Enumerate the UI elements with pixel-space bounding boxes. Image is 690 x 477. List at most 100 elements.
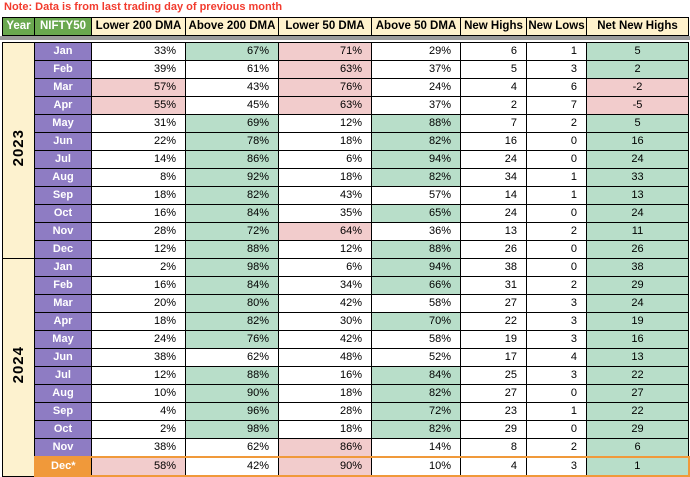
month-row-2024-apr: Apr 18% 82% 30% 70% 22 3 19 [3, 312, 689, 331]
month-cell-2023-dec: Dec [34, 240, 92, 259]
cell-2024-aug-above-200-dma: 90% [185, 384, 279, 403]
cell-2024-mar-new-lows: 3 [526, 294, 587, 313]
year-label: 2024 [9, 345, 27, 383]
cell-2023-may-above-200-dma: 69% [185, 114, 279, 133]
cell-2024-may-new-lows: 3 [526, 330, 587, 349]
cell-2024-dec-new-lows: 3 [526, 456, 587, 477]
cell-2024-feb-above-50-dma: 66% [371, 276, 461, 295]
cell-2024-jun-net-new-highs: 13 [586, 348, 689, 367]
cell-2023-sep-above-50-dma: 57% [371, 186, 461, 205]
cell-2024-jan-above-200-dma: 98% [185, 258, 279, 277]
cell-2024-mar-lower-200-dma: 20% [91, 294, 186, 313]
month-row-2024-dec: Dec* 58% 42% 90% 10% 4 3 1 [3, 456, 690, 477]
cell-2023-apr-above-50-dma: 37% [371, 96, 461, 115]
month-row-2023-jun: Jun 22% 78% 18% 82% 16 0 16 [3, 132, 689, 151]
cell-2023-jul-above-50-dma: 94% [371, 150, 461, 169]
month-cell-2023-may: May [34, 114, 92, 133]
cell-2023-jan-new-highs: 6 [460, 42, 527, 61]
cell-2024-dec-new-highs: 4 [460, 456, 527, 477]
month-cell-2024-jan: Jan [34, 258, 92, 277]
cell-2024-sep-above-200-dma: 96% [185, 402, 279, 421]
cell-2023-feb-net-new-highs: 2 [586, 60, 689, 79]
month-row-2023-oct: Oct 16% 84% 35% 65% 24 0 24 [3, 204, 689, 223]
cell-2023-jul-above-200-dma: 86% [185, 150, 279, 169]
cell-2023-mar-above-50-dma: 24% [371, 78, 461, 97]
cell-2023-jun-lower-200-dma: 22% [91, 132, 186, 151]
cell-2023-jan-new-lows: 1 [526, 42, 587, 61]
cell-2024-jun-above-200-dma: 62% [185, 348, 279, 367]
cell-2023-feb-above-200-dma: 61% [185, 60, 279, 79]
cell-2024-oct-lower-200-dma: 2% [91, 420, 186, 439]
market-breadth-table: 2023 Jan 33% 67% 71% 29% 6 1 5 Feb 39% 61% 63% 37% 5 3 2… [2, 42, 690, 477]
cell-2024-may-lower-200-dma: 24% [91, 330, 186, 349]
cell-2023-sep-lower-200-dma: 18% [91, 186, 186, 205]
header-table: Year NIFTY50 Lower 200 DMA Above 200 DMA Low… [2, 17, 689, 36]
cell-2023-sep-new-highs: 14 [460, 186, 527, 205]
cell-2023-jul-lower-200-dma: 14% [91, 150, 186, 169]
cell-2023-mar-above-200-dma: 43% [185, 78, 279, 97]
cell-2024-apr-above-200-dma: 82% [185, 312, 279, 331]
month-cell-2023-sep: Sep [34, 186, 92, 205]
cell-2023-oct-above-200-dma: 84% [185, 204, 279, 223]
column-header-above-50-dma: Above 50 DMA [371, 17, 461, 36]
cell-2024-dec-above-50-dma: 10% [371, 456, 461, 477]
cell-2023-apr-above-200-dma: 45% [185, 96, 279, 115]
cell-2024-aug-lower-50-dma: 18% [278, 384, 372, 403]
month-cell-2024-nov: Nov [34, 438, 92, 458]
cell-2024-dec-lower-200-dma: 58% [91, 456, 186, 477]
month-row-2024-nov: Nov 38% 62% 86% 14% 8 2 6 [3, 438, 689, 458]
cell-2023-may-new-lows: 2 [526, 114, 587, 133]
cell-2024-nov-new-lows: 2 [526, 438, 587, 458]
cell-2024-oct-new-highs: 29 [460, 420, 527, 439]
month-row-2024-sep: Sep 4% 96% 28% 72% 23 1 22 [3, 402, 689, 421]
month-cell-2024-dec: Dec* [33, 456, 92, 477]
frozen-row-divider [0, 36, 690, 40]
cell-2023-jan-net-new-highs: 5 [586, 42, 689, 61]
cell-2023-jul-new-lows: 0 [526, 150, 587, 169]
cell-2024-jan-new-highs: 38 [460, 258, 527, 277]
cell-2024-nov-new-highs: 8 [460, 438, 527, 458]
cell-2024-jul-lower-200-dma: 12% [91, 366, 186, 385]
cell-2023-aug-above-200-dma: 92% [185, 168, 279, 187]
cell-2024-dec-net-new-highs: 1 [586, 456, 690, 477]
cell-2023-mar-lower-50-dma: 76% [278, 78, 372, 97]
column-header-row: Year NIFTY50 Lower 200 DMA Above 200 DMA Low… [2, 17, 689, 36]
cell-2024-dec-lower-50-dma: 90% [278, 456, 372, 477]
cell-2024-dec-above-200-dma: 42% [185, 456, 279, 477]
cell-2023-jun-lower-50-dma: 18% [278, 132, 372, 151]
cell-2023-jul-new-highs: 24 [460, 150, 527, 169]
cell-2023-oct-net-new-highs: 24 [586, 204, 689, 223]
month-cell-2024-sep: Sep [34, 402, 92, 421]
cell-2024-may-new-highs: 19 [460, 330, 527, 349]
cell-2023-nov-above-50-dma: 36% [371, 222, 461, 241]
cell-2024-may-above-50-dma: 58% [371, 330, 461, 349]
cell-2023-jul-lower-50-dma: 6% [278, 150, 372, 169]
cell-2024-sep-new-lows: 1 [526, 402, 587, 421]
month-row-2023-sep: Sep 18% 82% 43% 57% 14 1 13 [3, 186, 689, 205]
cell-2023-aug-lower-200-dma: 8% [91, 168, 186, 187]
cell-2023-feb-lower-200-dma: 39% [91, 60, 186, 79]
cell-2023-apr-new-lows: 7 [526, 96, 587, 115]
cell-2024-feb-new-lows: 2 [526, 276, 587, 295]
cell-2023-dec-net-new-highs: 26 [586, 240, 689, 259]
month-cell-2023-mar: Mar [34, 78, 92, 97]
cell-2023-sep-net-new-highs: 13 [586, 186, 689, 205]
cell-2023-nov-lower-200-dma: 28% [91, 222, 186, 241]
cell-2024-apr-new-lows: 3 [526, 312, 587, 331]
cell-2024-feb-net-new-highs: 29 [586, 276, 689, 295]
cell-2023-feb-new-highs: 5 [460, 60, 527, 79]
cell-2023-jan-lower-200-dma: 33% [91, 42, 186, 61]
cell-2024-mar-above-200-dma: 80% [185, 294, 279, 313]
column-header-above-200-dma: Above 200 DMA [185, 17, 279, 36]
cell-2023-may-new-highs: 7 [460, 114, 527, 133]
cell-2023-mar-net-new-highs: -2 [586, 78, 689, 97]
cell-2024-sep-above-50-dma: 72% [371, 402, 461, 421]
cell-2024-feb-new-highs: 31 [460, 276, 527, 295]
cell-2023-dec-lower-200-dma: 12% [91, 240, 186, 259]
month-row-2023-mar: Mar 57% 43% 76% 24% 4 6 -2 [3, 78, 689, 97]
cell-2024-mar-new-highs: 27 [460, 294, 527, 313]
cell-2023-oct-new-lows: 0 [526, 204, 587, 223]
column-header-lower-200-dma: Lower 200 DMA [91, 17, 186, 36]
cell-2024-mar-lower-50-dma: 42% [278, 294, 372, 313]
month-row-2024-aug: Aug 10% 90% 18% 82% 27 0 27 [3, 384, 689, 403]
